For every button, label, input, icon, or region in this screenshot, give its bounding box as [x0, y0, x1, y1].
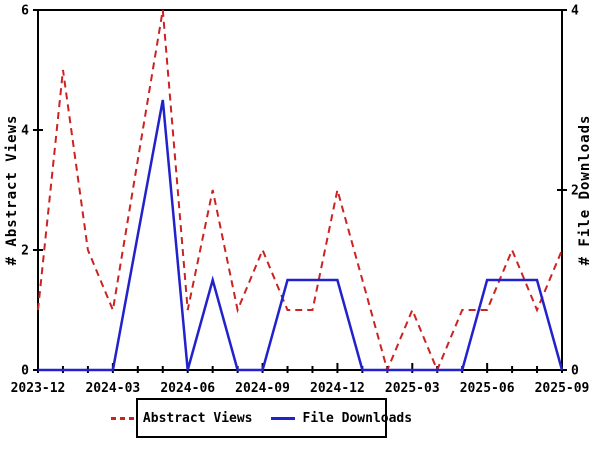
abstract-views-line: [37, 9, 563, 374]
legend-box: Abstract Views File Downloads: [110, 398, 412, 438]
y-left-tick-label: 2: [21, 244, 29, 259]
file-downloads-solid-line-sample: [270, 416, 295, 420]
y-right-tick-label: 0: [571, 364, 579, 379]
x-tick-label: 2024-03: [85, 381, 140, 395]
x-tick-label: 2024-12: [310, 381, 365, 395]
y-left-tick-label: 0: [21, 364, 29, 379]
x-tick-label: 2024-09: [235, 381, 290, 395]
file-downloads-line: [38, 99, 564, 372]
y-left-tick-label: 4: [21, 124, 29, 139]
x-tick-label: 2025-03: [385, 381, 440, 395]
x-tick-label: 2024-06: [160, 381, 215, 395]
x-tick-label: 2025-06: [460, 381, 515, 395]
plot-frame: [37, 9, 563, 371]
axis-ticks-group: 0 2 4 6 0 2 4 2023-12 2024-03 2024-06 2024-09 2024-…: [11, 4, 590, 396]
series-lines-group: [37, 9, 564, 374]
left-axis-title: # Abstract Views: [4, 115, 20, 266]
right-axis-title: # File Downloads: [577, 115, 593, 266]
chart-canvas: 0 2 4 6 0 2 4 2023-12 2024-03 2024-06 2024-09 2024-…: [4, 4, 593, 396]
y-left-tick-label: 6: [21, 4, 29, 19]
legend-item-file-downloads: File Downloads: [270, 410, 413, 426]
plot-frame-group: [37, 9, 563, 371]
legend-item-abstract-views: Abstract Views: [110, 410, 253, 426]
y-right-tick-label: 2: [571, 184, 579, 199]
x-tick-label: 2025-09: [535, 381, 590, 395]
abstract-views-dashed-line-sample: [110, 416, 135, 420]
legend-label-file-downloads: File Downloads: [302, 410, 413, 426]
x-tick-label: 2023-12: [11, 381, 66, 395]
y-right-tick-label: 4: [571, 4, 579, 19]
legend-label-abstract-views: Abstract Views: [142, 410, 253, 426]
